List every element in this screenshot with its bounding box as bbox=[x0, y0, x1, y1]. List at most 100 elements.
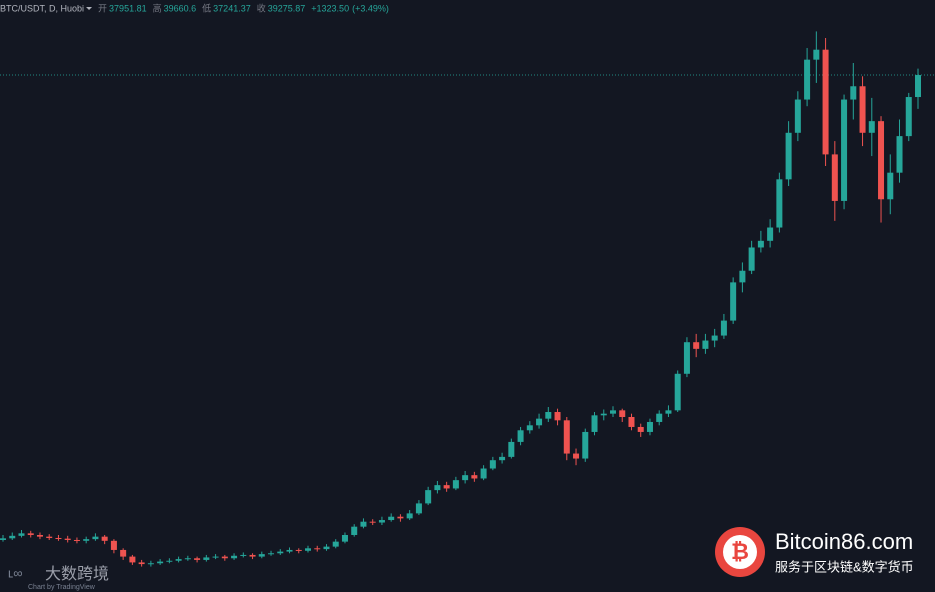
candle-body bbox=[767, 227, 774, 241]
header: BTC/USDT, D, Huobi 开 37951.81 高 39660.6 低 3724… bbox=[0, 2, 389, 13]
candle-body bbox=[129, 556, 136, 563]
candle-body bbox=[360, 521, 367, 527]
brand-icon: ʟ∞ bbox=[8, 565, 23, 580]
candle-body bbox=[434, 485, 441, 491]
header-text: 39660.6 bbox=[164, 3, 197, 13]
candle-body bbox=[221, 556, 228, 559]
candle-body bbox=[323, 546, 330, 550]
candle-body bbox=[286, 549, 293, 552]
header-text: 低 bbox=[202, 2, 211, 13]
candle-body bbox=[18, 533, 25, 536]
candle-body bbox=[175, 559, 182, 561]
candle-body bbox=[674, 373, 681, 411]
candle-body bbox=[184, 558, 191, 560]
site-name: Bitcoin86.com bbox=[775, 529, 913, 554]
candle-body bbox=[36, 534, 43, 537]
candle-body bbox=[646, 421, 653, 432]
candle-body bbox=[785, 132, 792, 180]
header-text: 高 bbox=[153, 2, 162, 13]
candle-body bbox=[101, 536, 108, 541]
candle-body bbox=[702, 340, 709, 349]
header-text: 37241.37 bbox=[213, 3, 251, 13]
candle-body bbox=[711, 335, 718, 341]
header-text: 39275.87 bbox=[268, 3, 306, 13]
candle-body bbox=[563, 420, 570, 454]
candle-body bbox=[859, 86, 866, 133]
site-watermark: ₿ Bitcoin86.com 服务于区块链&数字货币 bbox=[715, 527, 914, 577]
candle-body bbox=[609, 410, 617, 414]
header-text: 37951.81 bbox=[109, 3, 147, 13]
candle-body bbox=[462, 475, 469, 481]
header-text: BTC/USDT, D, Huobi bbox=[0, 3, 84, 13]
candle-body bbox=[138, 562, 145, 565]
candle-body bbox=[600, 413, 607, 416]
candle-body bbox=[591, 415, 598, 432]
candle-body bbox=[92, 536, 99, 540]
brand-watermark: ʟ∞ 大数跨境 Chart by TradingView bbox=[8, 564, 109, 591]
candle-body bbox=[277, 551, 284, 554]
symbol-dropdown bbox=[86, 7, 93, 10]
candle-body bbox=[351, 526, 358, 535]
candle-body bbox=[887, 172, 894, 200]
candle-body bbox=[822, 49, 829, 155]
candle-body bbox=[268, 553, 275, 555]
candle-body bbox=[415, 503, 422, 514]
header-text: +1323.50 bbox=[311, 3, 349, 13]
header-text: (+3.49%) bbox=[352, 3, 389, 13]
candle-body bbox=[55, 537, 62, 539]
candle-body bbox=[110, 540, 117, 550]
candle-body bbox=[212, 556, 219, 558]
candle-body bbox=[730, 282, 737, 321]
candle-body bbox=[378, 520, 385, 523]
candle-body bbox=[397, 516, 404, 519]
candle-body bbox=[443, 485, 450, 489]
candle-body bbox=[0, 538, 7, 540]
candle-body bbox=[240, 554, 247, 556]
candle-body bbox=[739, 270, 746, 283]
candle-body bbox=[841, 99, 848, 201]
candle-body bbox=[813, 49, 820, 60]
candle-body bbox=[896, 136, 903, 173]
candle-body bbox=[693, 342, 700, 349]
candle-body bbox=[878, 121, 885, 200]
candle-body bbox=[203, 557, 210, 560]
candle-body bbox=[166, 560, 173, 562]
candle-body bbox=[536, 418, 543, 426]
candle-body bbox=[748, 247, 755, 271]
candle-body bbox=[831, 154, 838, 201]
header-text: 收 bbox=[257, 2, 266, 13]
candle-body bbox=[757, 240, 764, 248]
candle-body bbox=[573, 453, 580, 459]
candle-body bbox=[794, 99, 801, 133]
candle-body bbox=[341, 534, 348, 542]
candle-body bbox=[147, 563, 154, 565]
candle-body bbox=[304, 548, 312, 551]
candle-body bbox=[665, 410, 672, 414]
candle-body bbox=[295, 549, 302, 551]
candle-body bbox=[64, 538, 71, 540]
candle-body bbox=[73, 539, 80, 541]
candle-body bbox=[452, 480, 459, 489]
candle-body bbox=[868, 121, 875, 133]
candle-body bbox=[27, 533, 34, 535]
candle-body bbox=[258, 554, 265, 557]
candle-body bbox=[120, 549, 127, 557]
candle-body bbox=[9, 535, 16, 539]
candle-body bbox=[332, 541, 339, 547]
candle-body bbox=[157, 561, 164, 564]
candle-body bbox=[914, 75, 922, 98]
candle-body bbox=[517, 430, 524, 442]
logo-mark: ₿ bbox=[731, 539, 749, 564]
candle-body bbox=[489, 460, 496, 469]
candle-body bbox=[526, 425, 533, 431]
candles bbox=[0, 31, 935, 567]
candle-body bbox=[554, 412, 561, 421]
candle-body bbox=[905, 97, 912, 137]
candle-body bbox=[194, 558, 201, 560]
header-text: 开 bbox=[98, 3, 107, 13]
candle-body bbox=[480, 468, 487, 479]
candle-body bbox=[720, 320, 727, 336]
candle-body bbox=[83, 539, 90, 541]
